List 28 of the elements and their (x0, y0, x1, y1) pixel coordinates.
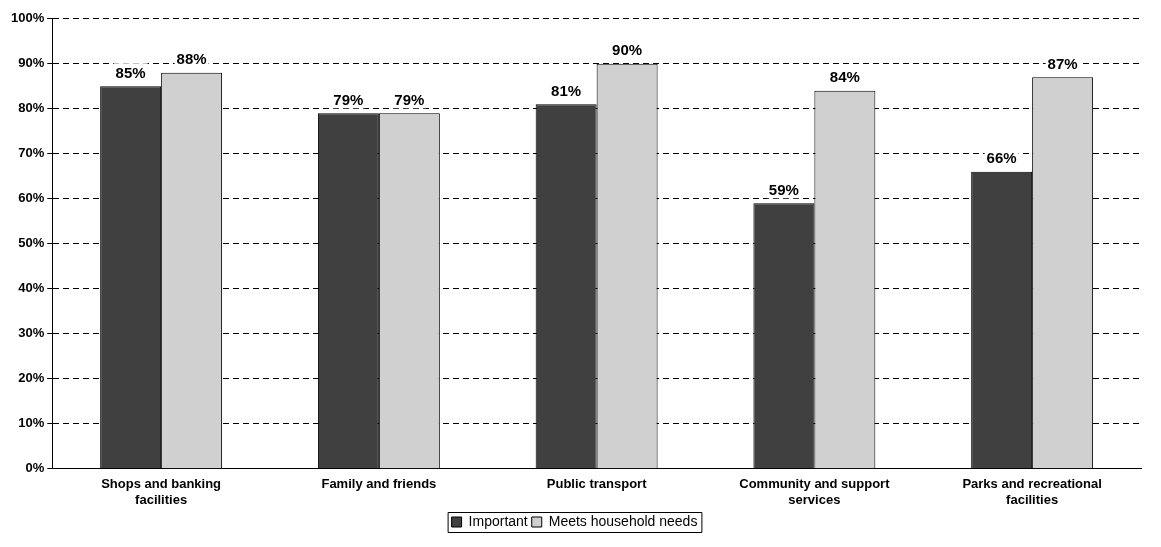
y-tick-label: 60% (18, 190, 45, 206)
data-label: 81% (551, 81, 582, 99)
y-tick-label: 0% (25, 460, 45, 476)
data-label: 79% (333, 90, 364, 108)
data-label: 79% (394, 90, 425, 108)
x-tick-label: Shops and banking facilities (101, 476, 222, 507)
x-tick-label: Community and support services (739, 476, 891, 507)
y-tick-label: 50% (18, 235, 45, 251)
y-tick-label: 40% (18, 280, 45, 296)
y-tick-label: 100% (11, 10, 45, 26)
legend-label: Important (468, 512, 528, 529)
data-label: 90% (612, 41, 643, 59)
data-label: 88% (176, 50, 207, 68)
data-label: 66% (986, 149, 1017, 167)
data-label: 87% (1047, 54, 1078, 72)
data-label: 59% (768, 180, 799, 198)
legend-label: Meets household needs (548, 512, 698, 529)
x-tick-label: Public transport (546, 476, 648, 492)
y-tick-label: 70% (18, 145, 45, 161)
data-label: 85% (115, 63, 146, 81)
y-tick-label: 20% (18, 370, 45, 386)
x-tick-label: Parks and recreational facilities (962, 476, 1102, 507)
y-tick-label: 10% (18, 415, 45, 431)
data-label: 84% (829, 68, 860, 86)
y-tick-label: 90% (18, 55, 45, 71)
y-tick-label: 80% (18, 100, 45, 116)
x-tick-label: Family and friends (321, 476, 437, 492)
y-tick-label: 30% (18, 325, 45, 341)
